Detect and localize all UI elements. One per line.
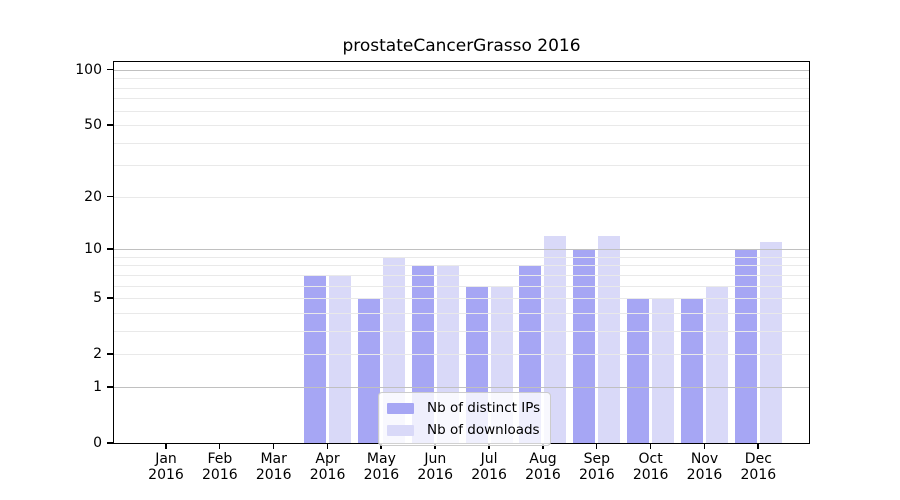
- y-tick-mark: [107, 385, 113, 388]
- gridline-minor: [113, 196, 810, 198]
- gridline-minor: [113, 256, 810, 258]
- x-tick-label-jul: Jul 2016: [471, 451, 507, 483]
- x-tick-mark: [595, 444, 598, 449]
- y-tick-label: 10: [84, 241, 102, 258]
- gridline-minor: [113, 265, 810, 267]
- x-tick-label-mar: Mar 2016: [255, 451, 292, 483]
- bar-distinct-ips-apr: [304, 274, 327, 443]
- bar-downloads-apr: [329, 274, 352, 443]
- x-tick-label-may: May 2016: [363, 451, 400, 483]
- x-tick-label-aug: Aug 2016: [525, 451, 561, 483]
- gridline-minor: [113, 142, 810, 144]
- y-tick-mark: [107, 68, 113, 71]
- gridline-minor: [113, 110, 810, 112]
- y-tick-label: 0: [93, 435, 102, 451]
- x-tick-mark: [272, 444, 275, 449]
- x-tick-label-dec: Dec 2016: [740, 451, 777, 483]
- y-tick-mark: [107, 442, 113, 444]
- x-tick-mark: [380, 444, 382, 449]
- gridline-major: [113, 249, 810, 251]
- y-tick-label: 1: [93, 378, 102, 395]
- x-tick-mark: [488, 444, 490, 449]
- y-tick-label: 20: [84, 188, 102, 205]
- x-tick-mark: [703, 444, 706, 449]
- legend-label-downloads: Nb of downloads: [427, 422, 540, 438]
- chart-title: prostateCancerGrasso 2016: [342, 36, 581, 56]
- x-tick-label-sep: Sep 2016: [578, 451, 615, 483]
- legend-label-distinct-ips: Nb of distinct IPs: [427, 400, 541, 416]
- x-tick-label-feb: Feb 2016: [202, 451, 238, 483]
- legend-swatch-distinct-ips: [387, 402, 414, 414]
- gridline-major: [113, 387, 810, 388]
- x-tick-mark: [434, 444, 436, 449]
- y-tick-mark: [107, 195, 113, 198]
- y-tick-mark: [107, 297, 113, 299]
- gridline-minor: [113, 285, 810, 287]
- x-tick-label-nov: Nov 2016: [686, 451, 723, 483]
- bar-downloads-oct: [652, 298, 675, 443]
- gridline-minor: [113, 330, 810, 332]
- bar-downloads-dec: [759, 242, 782, 443]
- legend: Nb of distinct IPs Nb of downloads: [378, 392, 552, 446]
- gridline-minor: [113, 354, 810, 356]
- y-tick-label: 100: [75, 61, 102, 78]
- gridline-minor: [113, 87, 810, 89]
- x-tick-label-apr: Apr 2016: [309, 451, 346, 483]
- x-tick-mark: [649, 444, 652, 449]
- bar-downloads-nov: [706, 285, 728, 443]
- gridline-minor: [113, 78, 810, 80]
- bar-distinct-ips-nov: [681, 298, 703, 443]
- y-tick-mark: [107, 124, 113, 126]
- gridline-minor: [113, 312, 810, 314]
- x-tick-label-jun: Jun 2016: [417, 451, 454, 483]
- bar-downloads-sep: [598, 235, 621, 443]
- y-tick-label: 2: [93, 346, 102, 363]
- plot-area: Nb of distinct IPs Nb of downloads: [113, 61, 810, 446]
- gridline-minor: [113, 298, 810, 300]
- bar-distinct-ips-dec: [734, 249, 757, 443]
- gridline-minor: [113, 165, 810, 167]
- gridline-minor: [113, 274, 810, 276]
- y-tick-mark: [107, 248, 113, 250]
- gridline-major: [113, 69, 810, 71]
- legend-swatch-downloads: [387, 424, 414, 436]
- x-tick-mark: [541, 444, 544, 449]
- bar-distinct-ips-may: [357, 298, 380, 443]
- y-tick-label: 50: [84, 117, 102, 134]
- legend-item-downloads: Nb of downloads: [387, 422, 540, 438]
- x-tick-label-oct: Oct 2016: [632, 451, 669, 483]
- x-tick-mark: [165, 444, 167, 449]
- y-tick-mark: [107, 353, 113, 355]
- gridline-minor: [113, 98, 810, 100]
- x-tick-mark: [757, 444, 759, 449]
- x-tick-mark: [326, 444, 329, 449]
- bar-downloads-aug: [544, 235, 567, 443]
- y-tick-label: 5: [93, 290, 102, 307]
- x-tick-mark: [218, 444, 221, 449]
- bar-distinct-ips-sep: [573, 249, 596, 443]
- x-tick-label-jan: Jan 2016: [148, 451, 184, 483]
- bar-distinct-ips-oct: [627, 298, 650, 443]
- legend-item-distinct-ips: Nb of distinct IPs: [387, 400, 540, 416]
- gridline-minor: [113, 125, 810, 127]
